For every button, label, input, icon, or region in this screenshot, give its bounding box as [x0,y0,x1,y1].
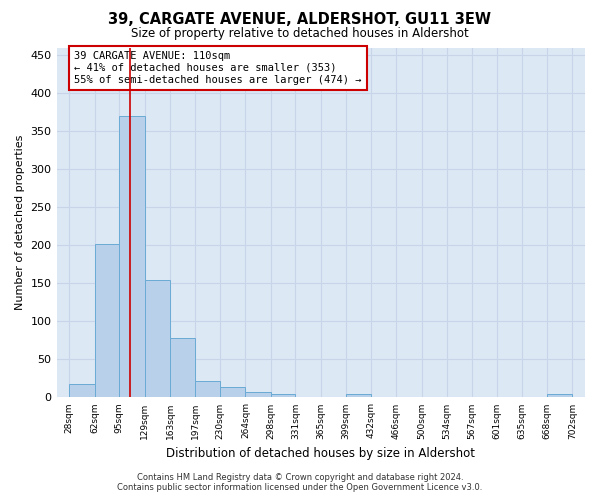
Bar [196,382,220,398]
Bar [145,280,170,398]
Text: 39 CARGATE AVENUE: 110sqm
← 41% of detached houses are smaller (353)
55% of semi: 39 CARGATE AVENUE: 110sqm ← 41% of detac… [74,52,362,84]
Bar [170,338,196,398]
Bar [69,384,95,398]
Text: Contains HM Land Registry data © Crown copyright and database right 2024.
Contai: Contains HM Land Registry data © Crown c… [118,473,482,492]
Text: 39, CARGATE AVENUE, ALDERSHOT, GU11 3EW: 39, CARGATE AVENUE, ALDERSHOT, GU11 3EW [109,12,491,28]
Y-axis label: Number of detached properties: Number of detached properties [15,135,25,310]
Bar [245,392,271,398]
Bar [119,116,145,398]
Bar [346,394,371,398]
X-axis label: Distribution of detached houses by size in Aldershot: Distribution of detached houses by size … [166,447,475,460]
Bar [271,394,295,398]
Text: Size of property relative to detached houses in Aldershot: Size of property relative to detached ho… [131,28,469,40]
Bar [95,244,119,398]
Bar [547,394,572,398]
Bar [220,387,245,398]
